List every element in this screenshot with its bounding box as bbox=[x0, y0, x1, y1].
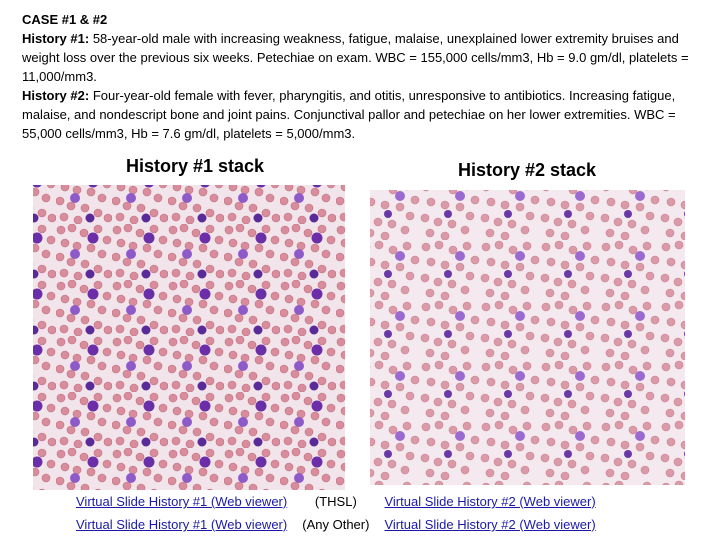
link-row: Virtual Slide History #1 (Web viewer) (T… bbox=[76, 490, 596, 513]
history-label: History #1: bbox=[22, 31, 90, 46]
history-label: History #2: bbox=[22, 88, 90, 103]
micrograph bbox=[370, 190, 685, 485]
history-text: Four-year-old female with fever, pharyng… bbox=[22, 88, 676, 141]
link-source: (Any Other) bbox=[302, 517, 370, 532]
history-2: History #2: Four-year-old female with fe… bbox=[22, 86, 702, 143]
link[interactable]: Virtual Slide History #2 (Web viewer) bbox=[384, 494, 596, 509]
history-text: 58-year-old male with increasing weaknes… bbox=[22, 31, 689, 84]
image-caption: History #2 stack bbox=[457, 160, 597, 180]
link[interactable]: Virtual Slide History #1 (Web viewer) bbox=[76, 494, 288, 509]
link[interactable]: Virtual Slide History #1 (Web viewer) bbox=[76, 517, 288, 532]
link[interactable]: Virtual Slide History #2 (Web viewer) bbox=[384, 517, 596, 532]
link-row: Virtual Slide History #1 (Web viewer) (A… bbox=[76, 513, 596, 536]
micrograph bbox=[33, 185, 345, 490]
image-caption: History #1 stack bbox=[125, 156, 265, 176]
history-1: History #1: 58-year-old male with increa… bbox=[22, 29, 702, 86]
links: Virtual Slide History #1 (Web viewer) (T… bbox=[76, 490, 596, 536]
link-source: (THSL) bbox=[314, 494, 357, 509]
title: CASE #1 & #2 bbox=[22, 12, 108, 27]
case-text: CASE #1 & #2 History #1: 58-year-old mal… bbox=[22, 10, 702, 143]
